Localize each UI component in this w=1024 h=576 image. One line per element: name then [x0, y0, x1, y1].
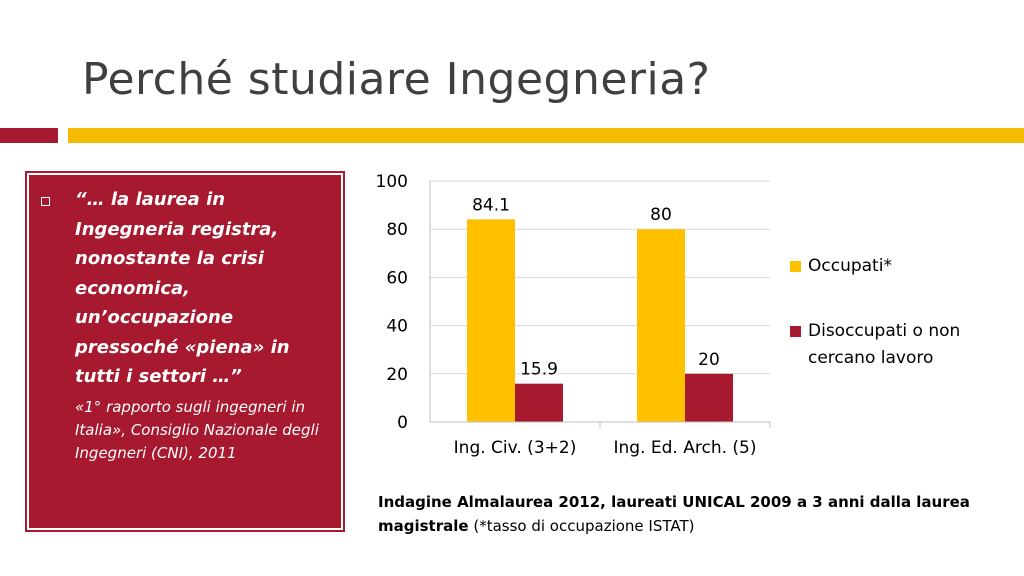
data-label: 84.1	[472, 195, 510, 215]
quote-source: «1° rapporto sugli ingegneri in Italia»,…	[75, 397, 319, 462]
square-bullet-icon	[41, 197, 50, 206]
page-title: Perché studiare Ingegneria?	[82, 54, 711, 105]
y-tick-label: 20	[386, 365, 408, 385]
x-category-label: Ing. Ed. Arch. (5)	[614, 438, 757, 458]
chart-caption: Indagine Almalaurea 2012, laureati UNICA…	[378, 490, 1008, 538]
bar-chart: 0 20 40 60 80 100 Ing. Civ. (3+2) Ing. Ed. Arch…	[376, 172, 961, 458]
legend-label: Occupati*	[808, 256, 892, 276]
y-tick-label: 60	[386, 268, 408, 288]
data-label: 20	[698, 350, 720, 370]
quote-text: “… la laurea in Ingegneria registra, non…	[75, 189, 290, 387]
legend-label: Disoccupati o non cercano lavoro	[808, 321, 960, 368]
y-tick-label: 0	[397, 413, 408, 433]
y-tick-label: 100	[376, 172, 408, 192]
bar-occupati	[637, 229, 685, 422]
y-tick-label: 80	[386, 220, 408, 240]
bar-disoccupati	[515, 383, 563, 422]
bar-occupati	[467, 219, 515, 422]
caption-note: (*tasso di occupazione ISTAT)	[468, 517, 695, 535]
y-tick-label: 40	[386, 317, 408, 337]
bar-disoccupati	[685, 373, 733, 422]
data-label: 80	[650, 205, 672, 225]
x-category-label: Ing. Civ. (3+2)	[454, 438, 577, 458]
data-label: 15.9	[520, 360, 558, 380]
legend-swatch	[790, 326, 801, 337]
quote-content: “… la laurea in Ingegneria registra, non…	[41, 185, 325, 465]
accent-bar-gold	[68, 128, 1024, 143]
caption-bold: Indagine Almalaurea 2012, laureati UNICA…	[378, 493, 970, 535]
quote-box: “… la laurea in Ingegneria registra, non…	[25, 171, 345, 532]
legend-swatch	[790, 261, 801, 272]
accent-bar-red	[0, 128, 58, 143]
